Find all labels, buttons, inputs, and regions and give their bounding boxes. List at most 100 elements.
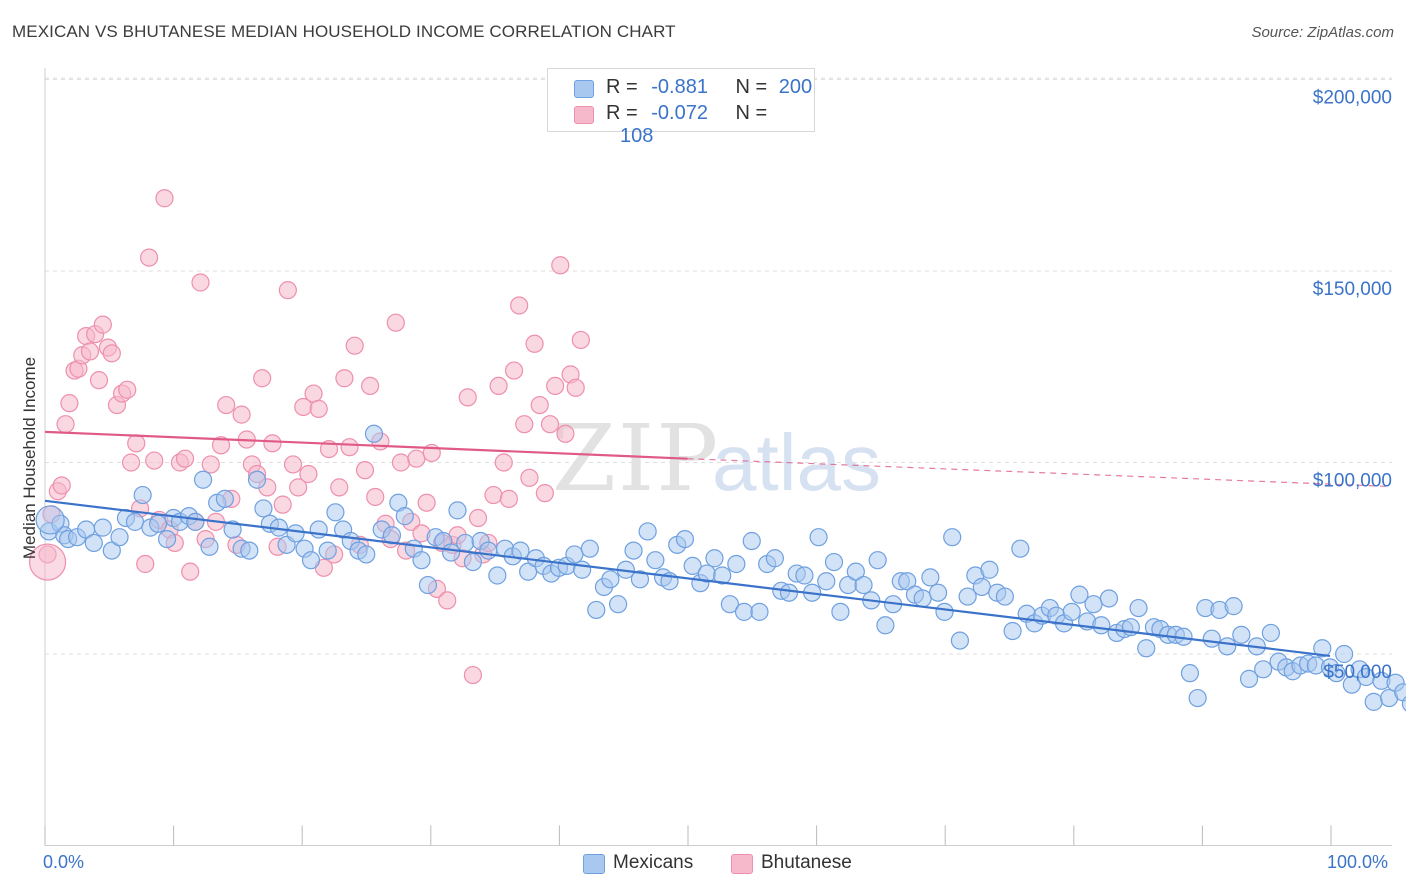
- bhutanese-point: [407, 449, 426, 468]
- mexicans-point: [1011, 539, 1030, 558]
- bhutanese-point: [535, 484, 554, 503]
- mexicans-point: [972, 577, 991, 597]
- mexicans-point: [765, 549, 784, 568]
- bhutanese-point: [89, 371, 109, 390]
- mexicans-point: [958, 587, 977, 606]
- mexicans-point: [1188, 688, 1207, 708]
- mexicans-point: [479, 541, 498, 560]
- bhutanese-point: [309, 399, 328, 418]
- mexicans-point: [573, 560, 592, 579]
- mexicans-point: [215, 489, 234, 508]
- mexicans-point: [980, 560, 999, 579]
- mexicans-point: [186, 512, 205, 531]
- mexicans-point: [734, 602, 754, 621]
- mexicans-point: [1180, 664, 1200, 683]
- mexicans-point: [950, 631, 970, 650]
- mexicans-point: [831, 602, 850, 621]
- mexicans-point: [286, 524, 305, 543]
- bhutanese-point: [355, 461, 375, 480]
- mexicans-point: [240, 541, 259, 560]
- x-axis-max-label: 100.0%: [1327, 852, 1389, 872]
- mexicans-point: [587, 600, 606, 620]
- mexicans-point: [713, 566, 732, 585]
- bhutanese-point: [566, 378, 585, 397]
- mexicans-point: [157, 529, 177, 549]
- bhutanese-point: [546, 376, 565, 395]
- mexicans-point: [200, 537, 219, 556]
- bhutanese-point: [56, 415, 75, 434]
- y-axis-label: Median Household Income: [20, 357, 39, 559]
- bhutanese-point: [139, 248, 159, 267]
- bhutanese-point: [93, 315, 112, 334]
- mexicans-point: [876, 616, 895, 635]
- bhutanese-point: [121, 453, 141, 472]
- bhutanese-point: [489, 376, 508, 395]
- mexicans-point: [1313, 639, 1332, 658]
- mexicans-point: [326, 503, 345, 522]
- mexicans-point: [1327, 664, 1346, 683]
- mexicans-point: [705, 549, 724, 568]
- mexicans-point: [35, 505, 65, 535]
- chart-source: Source: ZipAtlas.com: [1251, 24, 1394, 41]
- bhutanese-point: [201, 455, 220, 474]
- bhutanese-point: [468, 508, 488, 528]
- mexicans-point: [1129, 598, 1148, 618]
- mexicans-point: [364, 424, 384, 443]
- mexicans-trend-line: [44, 499, 1331, 658]
- mexicans-point: [247, 470, 267, 489]
- mexicans-point: [1099, 589, 1119, 608]
- mexicans-point: [1261, 623, 1280, 643]
- bhutanese-point: [345, 336, 364, 355]
- bhutanese-point: [211, 436, 231, 455]
- bhutanese-point: [540, 415, 560, 434]
- bhutanese-point: [118, 380, 137, 399]
- legend-r-value: -0.881: [651, 76, 708, 98]
- legend-row-bhutanese: R = -0.072 N = 108: [548, 102, 814, 147]
- mexicans-point: [638, 522, 657, 541]
- mexicans-point: [727, 554, 746, 574]
- mexicans-point: [846, 562, 865, 581]
- bhutanese-point: [145, 451, 164, 470]
- mexicans-point: [1342, 675, 1361, 694]
- bhutanese-point: [499, 489, 518, 508]
- bhutanese-point: [283, 455, 303, 474]
- mexicans-point: [609, 595, 628, 614]
- mexicans-point: [193, 470, 213, 489]
- mexicans-point: [630, 570, 650, 589]
- mexicans-point: [1092, 616, 1111, 635]
- bhutanese-point: [463, 665, 483, 685]
- mexicans-point: [601, 570, 620, 589]
- mexicans-point: [1232, 625, 1251, 644]
- mexicans-point: [854, 575, 873, 595]
- bhutanese-point: [273, 495, 292, 514]
- mexicans-point: [463, 552, 483, 572]
- mexicans-point: [1202, 629, 1221, 648]
- mexicans-point: [84, 533, 103, 553]
- bhutanese-point: [102, 344, 121, 363]
- mexicans-point: [742, 531, 761, 551]
- bhutanese-point: [52, 476, 71, 495]
- mexicans-point: [1218, 637, 1237, 656]
- mexicans-label: Mexicans: [613, 852, 694, 873]
- mexicans-point: [795, 566, 814, 585]
- bhutanese-point: [80, 342, 100, 361]
- chart-title: MEXICAN VS BHUTANESE MEDIAN HOUSEHOLD IN…: [12, 22, 676, 41]
- mexicans-point: [456, 533, 475, 553]
- mexicans-point: [750, 602, 769, 621]
- mexicans-point: [133, 485, 152, 505]
- mexicans-point: [565, 545, 584, 564]
- mexicans-point: [1335, 644, 1354, 664]
- mexicans-point: [817, 572, 836, 591]
- legend-r-label: R =: [606, 102, 638, 124]
- mexicans-point: [624, 541, 643, 560]
- mexicans-swatch: [583, 854, 605, 874]
- bhutanese-swatch: [731, 854, 753, 874]
- mexicans-point: [921, 568, 940, 587]
- correlation-legend: R = -0.881 N = 200 R = -0.072 N = 108: [547, 68, 815, 147]
- mexicans-point: [1224, 597, 1243, 616]
- legend-r-value: -0.072: [651, 102, 708, 124]
- bhutanese-point: [361, 376, 380, 395]
- watermark-atlas: atlas: [712, 418, 881, 507]
- mexicans-point: [928, 583, 948, 602]
- bhutanese-point: [60, 394, 79, 413]
